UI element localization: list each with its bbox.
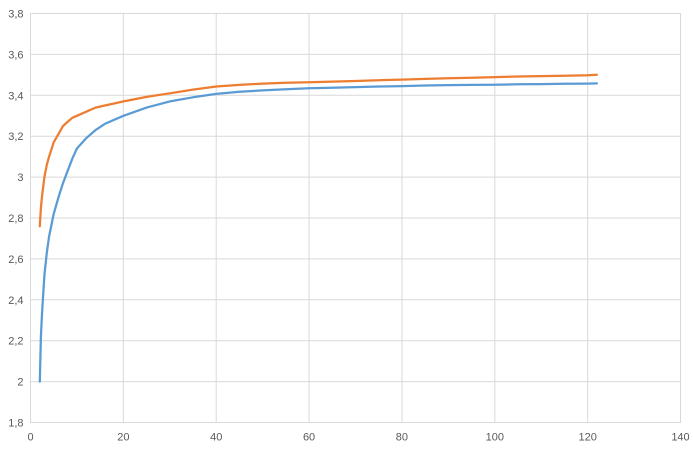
y-tick-label: 1,8 [8, 418, 23, 430]
x-tick-label: 40 [210, 432, 222, 444]
x-tick-label: 140 [671, 432, 689, 444]
series-lines [38, 73, 599, 383]
y-tick-label: 2,8 [8, 213, 23, 225]
x-tick-label: 60 [303, 432, 315, 444]
y-tick-label: 2,4 [8, 295, 23, 307]
series-line-2[interactable] [38, 73, 599, 228]
plot-border-group [30, 13, 681, 423]
series-line-1[interactable] [38, 82, 599, 383]
x-tick-label: 100 [486, 432, 504, 444]
y-tick-label: 3 [17, 172, 23, 184]
y-tick-label: 3,2 [8, 131, 23, 143]
x-tick-label: 20 [117, 432, 129, 444]
y-tick-label: 2,2 [8, 336, 23, 348]
x-axis-labels: 0 20 40 60 80 100 120 140 [27, 432, 689, 444]
y-axis-labels: 1,8 2 2,2 2,4 2,6 2,8 3 3,2 3,4 3,6 3,8 [8, 9, 23, 430]
y-tick-label: 2 [17, 377, 23, 389]
y-tick-label: 3,8 [8, 9, 23, 21]
plot-border [30, 13, 681, 423]
y-tick-label: 3,4 [8, 90, 23, 102]
y-tick-label: 3,6 [8, 49, 23, 61]
x-tick-label: 120 [578, 432, 596, 444]
y-tick-label: 2,6 [8, 254, 23, 266]
x-tick-label: 0 [27, 432, 33, 444]
x-tick-label: 80 [396, 432, 408, 444]
